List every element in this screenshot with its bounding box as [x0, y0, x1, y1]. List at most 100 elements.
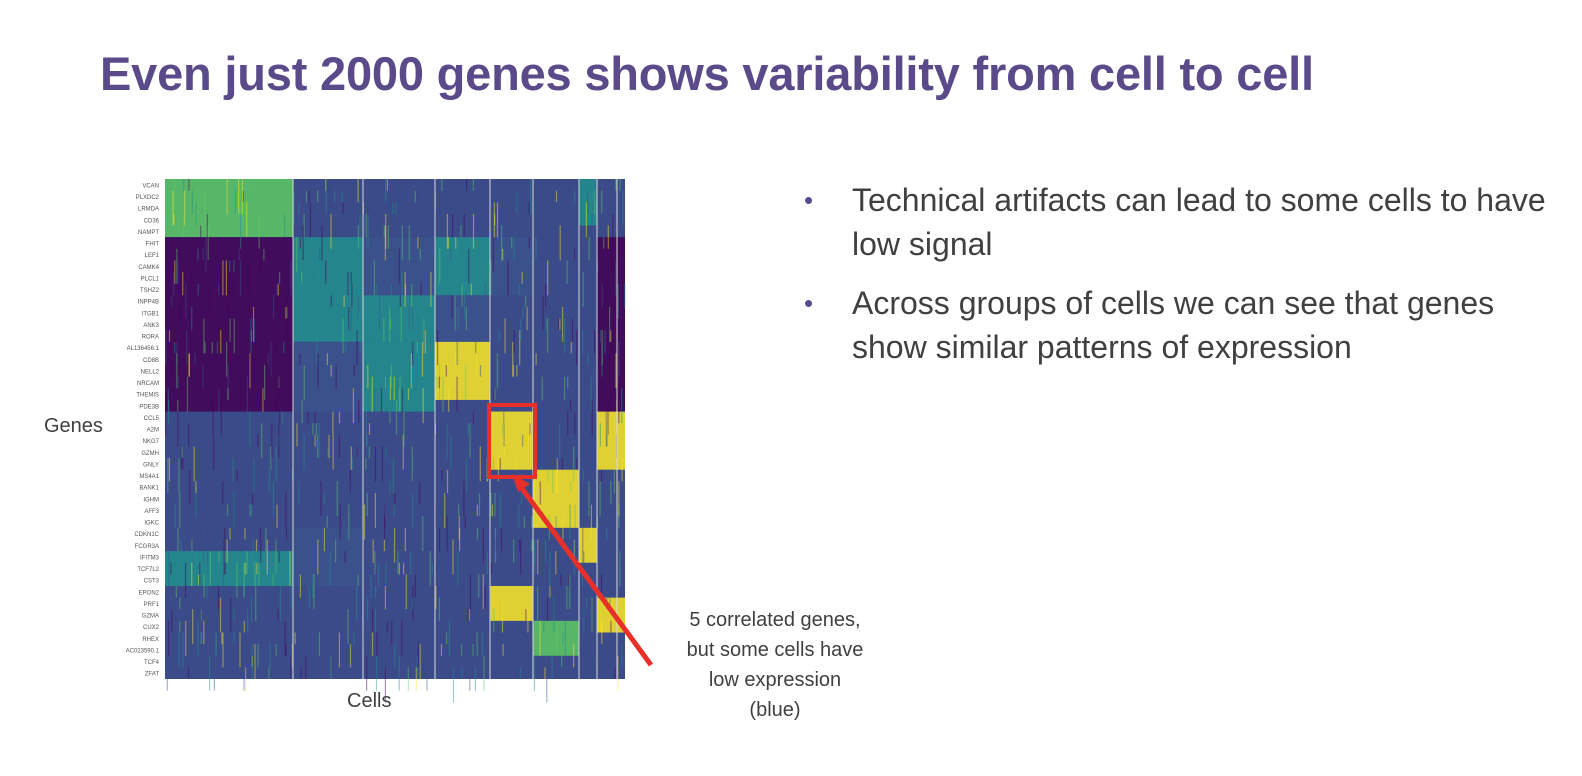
heatmap-streak [567, 376, 569, 389]
heatmap-streak [610, 620, 612, 633]
heatmap-streak [206, 539, 209, 575]
heatmap-streak [455, 295, 458, 331]
heatmap-streak [471, 248, 473, 284]
heatmap-streak [573, 644, 575, 668]
heatmap-streak [302, 423, 304, 435]
heatmap-streak [383, 318, 385, 342]
heatmap-streak [276, 283, 278, 296]
heatmap-streak [602, 179, 604, 191]
heatmap-streak [617, 283, 619, 319]
heatmap-streak [343, 469, 346, 482]
heatmap-streak [560, 574, 562, 586]
heatmap-streak [368, 423, 371, 435]
heatmap-streak [441, 179, 443, 191]
heatmap-streak [398, 248, 400, 284]
heatmap-streak [437, 330, 439, 366]
heatmap-streak [494, 213, 496, 226]
heatmap-streak [520, 539, 522, 575]
heatmap-streak [357, 446, 359, 482]
heatmap-streak [490, 260, 492, 296]
heatmap-streak [243, 562, 245, 598]
heatmap-streak [278, 423, 280, 459]
heatmap-streak [573, 539, 575, 563]
heatmap-streak [471, 190, 473, 226]
heatmap-streak [608, 353, 610, 365]
heatmap-streak [380, 388, 382, 412]
heatmap-streak [411, 493, 414, 528]
heatmap-streak [574, 504, 576, 528]
heatmap-streak [591, 399, 593, 435]
heatmap-streak [522, 306, 524, 319]
heatmap-streak [493, 609, 495, 633]
heatmap-streak [303, 434, 305, 470]
heatmap-streak [527, 609, 529, 633]
heatmap-streak [298, 202, 300, 214]
heatmap-streak [173, 330, 176, 354]
heatmap-streak [610, 388, 612, 412]
heatmap-streak [188, 353, 190, 377]
heatmap-streak [576, 458, 578, 470]
heatmap-streak [286, 306, 288, 319]
heatmap-streak [515, 225, 518, 238]
gene-label: ZFAT [145, 672, 160, 678]
bullet-item: • Technical artifacts can lead to some ce… [800, 178, 1560, 266]
heatmap-streak [259, 248, 261, 273]
heatmap-streak [469, 423, 471, 459]
heatmap-streak [229, 318, 231, 342]
heatmap-streak [477, 539, 479, 575]
heatmap-streak [422, 179, 425, 214]
heatmap-streak [290, 655, 292, 679]
heatmap-streak [534, 376, 536, 389]
heatmap-streak [407, 667, 409, 691]
heatmap-streak [301, 272, 303, 284]
heatmap-streak [500, 527, 503, 552]
heatmap-streak [344, 551, 346, 563]
heatmap-streak [323, 493, 325, 505]
heatmap-streak [494, 493, 496, 505]
heatmap-block [435, 295, 490, 342]
heatmap-streak [167, 458, 169, 493]
heatmap-streak [533, 655, 535, 691]
heatmap-streak [562, 632, 564, 645]
heatmap-streak [467, 213, 469, 238]
heatmap-streak [171, 190, 173, 214]
heatmap-streak [398, 388, 400, 412]
heatmap-streak [395, 225, 397, 238]
heatmap-streak [350, 272, 352, 284]
heatmap-streak [490, 493, 492, 517]
heatmap-streak [202, 248, 204, 261]
gene-label: RHEX [142, 637, 159, 643]
heatmap-streak [204, 341, 206, 354]
heatmap-streak [512, 341, 514, 377]
heatmap-streak [174, 179, 176, 191]
heatmap-block [490, 237, 533, 296]
heatmap-streak [593, 365, 595, 389]
heatmap-streak [545, 283, 547, 307]
heatmap-streak [590, 376, 592, 412]
heatmap-streak [376, 283, 378, 296]
heatmap-streak [302, 225, 304, 261]
gene-label: CD36 [144, 218, 160, 224]
heatmap-streak [500, 330, 502, 354]
heatmap-streak [228, 306, 230, 342]
heatmap-streak [430, 272, 432, 307]
heatmap-streak [270, 341, 272, 377]
heatmap-streak [411, 283, 413, 307]
heatmap-streak [572, 202, 574, 238]
heatmap-streak [566, 586, 568, 610]
heatmap-streak [283, 341, 285, 354]
heatmap-streak [456, 248, 458, 284]
heatmap-streak [445, 365, 447, 377]
heatmap-streak [463, 213, 465, 238]
heatmap-streak [559, 423, 561, 459]
heatmap-streak [495, 539, 497, 552]
heatmap-block [435, 237, 490, 296]
heatmap-streak [349, 469, 351, 493]
heatmap-block [293, 237, 363, 342]
heatmap-streak [594, 330, 596, 354]
heatmap-streak [479, 446, 481, 482]
gene-label: VCAN [142, 183, 159, 189]
gene-label: NKG7 [143, 439, 160, 445]
heatmap-streak [499, 493, 501, 528]
heatmap-streak [197, 620, 199, 656]
